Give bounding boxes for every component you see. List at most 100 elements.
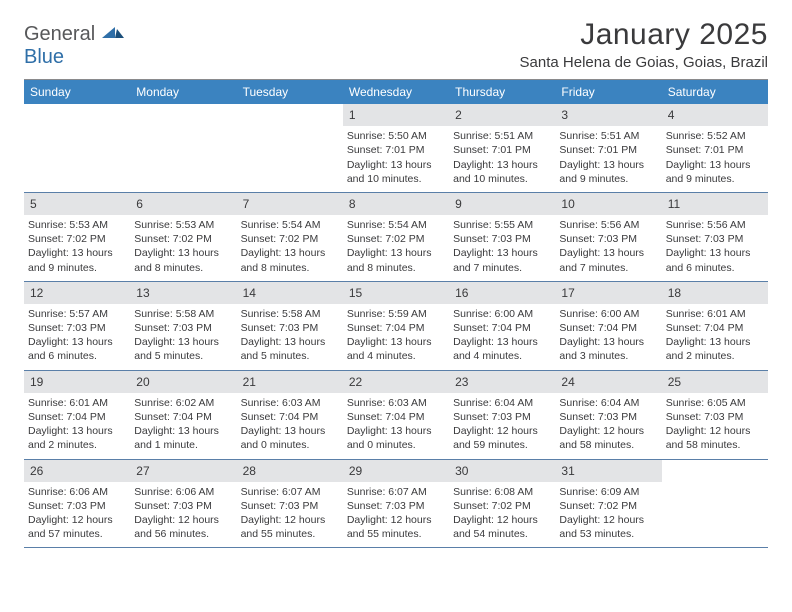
logo: General Blue xyxy=(24,18,124,67)
sunset-text: Sunset: 7:03 PM xyxy=(666,410,764,424)
dow-row: Sunday Monday Tuesday Wednesday Thursday… xyxy=(24,80,768,104)
sunrise-text: Sunrise: 5:56 AM xyxy=(559,218,657,232)
day-number: 22 xyxy=(343,371,449,393)
calendar: Sunday Monday Tuesday Wednesday Thursday… xyxy=(24,80,768,548)
day-cell: 18Sunrise: 6:01 AMSunset: 7:04 PMDayligh… xyxy=(662,282,768,370)
daylight-text: Daylight: 13 hours and 5 minutes. xyxy=(134,335,232,363)
dow-sunday: Sunday xyxy=(24,80,130,104)
day-cell: 31Sunrise: 6:09 AMSunset: 7:02 PMDayligh… xyxy=(555,460,661,548)
header: General Blue January 2025 Santa Helena d… xyxy=(24,18,768,71)
daylight-text: Daylight: 12 hours and 54 minutes. xyxy=(453,513,551,541)
dow-tuesday: Tuesday xyxy=(237,80,343,104)
daylight-text: Daylight: 12 hours and 58 minutes. xyxy=(666,424,764,452)
sunset-text: Sunset: 7:01 PM xyxy=(453,143,551,157)
sunrise-text: Sunrise: 6:01 AM xyxy=(666,307,764,321)
dow-friday: Friday xyxy=(555,80,661,104)
sunset-text: Sunset: 7:03 PM xyxy=(347,499,445,513)
day-number: 19 xyxy=(24,371,130,393)
day-cell: 25Sunrise: 6:05 AMSunset: 7:03 PMDayligh… xyxy=(662,371,768,459)
daylight-text: Daylight: 13 hours and 0 minutes. xyxy=(241,424,339,452)
sunrise-text: Sunrise: 5:54 AM xyxy=(241,218,339,232)
sunrise-text: Sunrise: 6:03 AM xyxy=(241,396,339,410)
daylight-text: Daylight: 13 hours and 10 minutes. xyxy=(453,158,551,186)
day-number: 31 xyxy=(555,460,661,482)
sunrise-text: Sunrise: 5:50 AM xyxy=(347,129,445,143)
week-row: 19Sunrise: 6:01 AMSunset: 7:04 PMDayligh… xyxy=(24,371,768,460)
daylight-text: Daylight: 13 hours and 1 minute. xyxy=(134,424,232,452)
day-cell: 1 Sunrise: 5:50 AMSunset: 7:01 PMDaylight… xyxy=(343,104,449,192)
day-number: 26 xyxy=(24,460,130,482)
day-number: 6 xyxy=(130,193,236,215)
sunset-text: Sunset: 7:03 PM xyxy=(241,499,339,513)
daylight-text: Daylight: 13 hours and 9 minutes. xyxy=(666,158,764,186)
sunrise-text: Sunrise: 5:59 AM xyxy=(347,307,445,321)
sunrise-text: Sunrise: 6:04 AM xyxy=(453,396,551,410)
sunrise-text: Sunrise: 6:08 AM xyxy=(453,485,551,499)
daylight-text: Daylight: 13 hours and 8 minutes. xyxy=(241,246,339,274)
day-number: 14 xyxy=(237,282,343,304)
week-row: 5Sunrise: 5:53 AMSunset: 7:02 PMDaylight… xyxy=(24,193,768,282)
day-number: 11 xyxy=(662,193,768,215)
day-cell: 19Sunrise: 6:01 AMSunset: 7:04 PMDayligh… xyxy=(24,371,130,459)
daylight-text: Daylight: 13 hours and 7 minutes. xyxy=(453,246,551,274)
daylight-text: Daylight: 13 hours and 7 minutes. xyxy=(559,246,657,274)
daylight-text: Daylight: 13 hours and 6 minutes. xyxy=(28,335,126,363)
day-number: 8 xyxy=(343,193,449,215)
daylight-text: Daylight: 12 hours and 55 minutes. xyxy=(241,513,339,541)
sunset-text: Sunset: 7:03 PM xyxy=(134,499,232,513)
sunrise-text: Sunrise: 5:51 AM xyxy=(453,129,551,143)
sunset-text: Sunset: 7:04 PM xyxy=(347,410,445,424)
sunrise-text: Sunrise: 6:03 AM xyxy=(347,396,445,410)
day-number: 1 xyxy=(343,104,449,126)
daylight-text: Daylight: 13 hours and 9 minutes. xyxy=(559,158,657,186)
day-number: 25 xyxy=(662,371,768,393)
day-number: 17 xyxy=(555,282,661,304)
sunset-text: Sunset: 7:03 PM xyxy=(559,410,657,424)
sunset-text: Sunset: 7:01 PM xyxy=(347,143,445,157)
daylight-text: Daylight: 13 hours and 4 minutes. xyxy=(453,335,551,363)
sunrise-text: Sunrise: 6:04 AM xyxy=(559,396,657,410)
day-cell: 2Sunrise: 5:51 AMSunset: 7:01 PMDaylight… xyxy=(449,104,555,192)
day-number: 16 xyxy=(449,282,555,304)
daylight-text: Daylight: 13 hours and 9 minutes. xyxy=(28,246,126,274)
day-cell: 3Sunrise: 5:51 AMSunset: 7:01 PMDaylight… xyxy=(555,104,661,192)
day-cell: 4Sunrise: 5:52 AMSunset: 7:01 PMDaylight… xyxy=(662,104,768,192)
sunrise-text: Sunrise: 5:57 AM xyxy=(28,307,126,321)
sunrise-text: Sunrise: 6:07 AM xyxy=(241,485,339,499)
daylight-text: Daylight: 13 hours and 10 minutes. xyxy=(347,158,445,186)
day-cell: 30Sunrise: 6:08 AMSunset: 7:02 PMDayligh… xyxy=(449,460,555,548)
day-cell: 22Sunrise: 6:03 AMSunset: 7:04 PMDayligh… xyxy=(343,371,449,459)
sunset-text: Sunset: 7:02 PM xyxy=(28,232,126,246)
daylight-text: Daylight: 13 hours and 6 minutes. xyxy=(666,246,764,274)
daylight-text: Daylight: 13 hours and 5 minutes. xyxy=(241,335,339,363)
daylight-text: Daylight: 12 hours and 59 minutes. xyxy=(453,424,551,452)
sunset-text: Sunset: 7:02 PM xyxy=(134,232,232,246)
sunset-text: Sunset: 7:04 PM xyxy=(347,321,445,335)
sunrise-text: Sunrise: 6:07 AM xyxy=(347,485,445,499)
day-cell: 8Sunrise: 5:54 AMSunset: 7:02 PMDaylight… xyxy=(343,193,449,281)
sunrise-text: Sunrise: 5:58 AM xyxy=(134,307,232,321)
daylight-text: Daylight: 12 hours and 56 minutes. xyxy=(134,513,232,541)
sunset-text: Sunset: 7:03 PM xyxy=(134,321,232,335)
day-cell: 14Sunrise: 5:58 AMSunset: 7:03 PMDayligh… xyxy=(237,282,343,370)
day-cell: 20Sunrise: 6:02 AMSunset: 7:04 PMDayligh… xyxy=(130,371,236,459)
sunrise-text: Sunrise: 6:06 AM xyxy=(28,485,126,499)
daylight-text: Daylight: 13 hours and 4 minutes. xyxy=(347,335,445,363)
day-number: 29 xyxy=(343,460,449,482)
day-cell: 15Sunrise: 5:59 AMSunset: 7:04 PMDayligh… xyxy=(343,282,449,370)
day-cell: 12Sunrise: 5:57 AMSunset: 7:03 PMDayligh… xyxy=(24,282,130,370)
dow-thursday: Thursday xyxy=(449,80,555,104)
sunrise-text: Sunrise: 5:56 AM xyxy=(666,218,764,232)
day-cell: 13Sunrise: 5:58 AMSunset: 7:03 PMDayligh… xyxy=(130,282,236,370)
sunrise-text: Sunrise: 5:58 AM xyxy=(241,307,339,321)
sunset-text: Sunset: 7:02 PM xyxy=(347,232,445,246)
title-block: January 2025 Santa Helena de Goias, Goia… xyxy=(520,18,768,71)
day-number: 12 xyxy=(24,282,130,304)
dow-wednesday: Wednesday xyxy=(343,80,449,104)
sunset-text: Sunset: 7:04 PM xyxy=(666,321,764,335)
day-number: 10 xyxy=(555,193,661,215)
logo-word1: General xyxy=(24,23,95,45)
day-cell: 11Sunrise: 5:56 AMSunset: 7:03 PMDayligh… xyxy=(662,193,768,281)
logo-word2: Blue xyxy=(24,47,124,67)
daylight-text: Daylight: 13 hours and 8 minutes. xyxy=(347,246,445,274)
